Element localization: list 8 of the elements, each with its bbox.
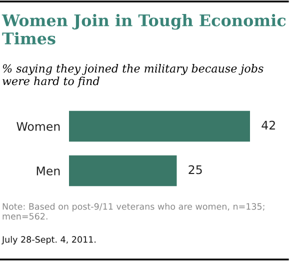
data-label: 42	[262, 120, 275, 130]
data-label: 25	[188, 165, 202, 174]
chart-title: Women Join in Tough Economic Times	[2, 14, 286, 44]
chart-subtitle: % saying they joined the military because jobs were hard to find	[2, 64, 264, 88]
text: Note: Based on post-9/11 veterans who are women, n=135; men=562.	[2, 203, 264, 220]
y-tick-label: Women	[16, 122, 60, 131]
y-tick-label: Men	[36, 166, 60, 176]
text: July 28-Sept. 4, 2011.	[2, 236, 96, 244]
